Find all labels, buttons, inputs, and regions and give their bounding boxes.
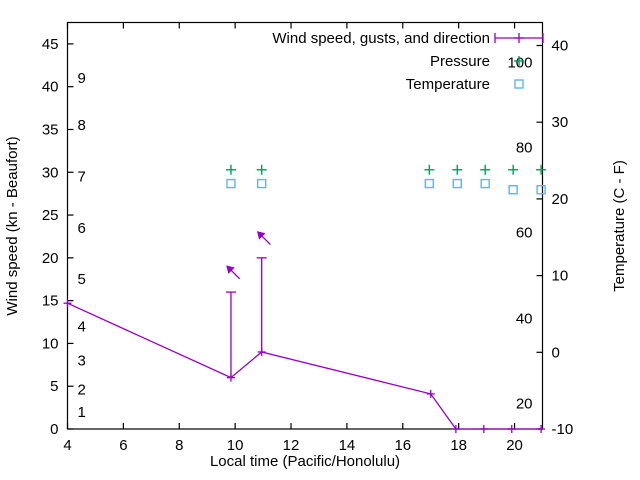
y2-tick-label: 30 (552, 114, 569, 131)
wind-speed-series (63, 231, 546, 433)
pressure-point-marker (256, 164, 267, 175)
legend-item[interactable]: Pressure (430, 53, 524, 70)
fahrenheit-label: 60 (516, 225, 533, 242)
beaufort-label: 2 (78, 382, 86, 399)
pressure-point-marker (424, 164, 435, 175)
pressure-series (225, 164, 547, 175)
gust-error-bar (256, 257, 267, 352)
x-tick-label: 12 (283, 437, 300, 454)
legend-item[interactable]: Wind speed, gusts, and direction (272, 30, 544, 47)
beaufort-scale-labels: 1 2 3 4 5 6 7 8 9 (78, 70, 86, 421)
y-tick-label: 35 (42, 121, 59, 138)
temperature-square-icon (536, 185, 546, 195)
x-tick-label: 8 (175, 437, 183, 454)
beaufort-label: 1 (78, 404, 86, 421)
y-tick-label: 5 (50, 378, 58, 395)
wind-speed-line (67, 302, 542, 430)
y-axis-title: Wind speed (kn - Beaufort) (4, 136, 21, 315)
temperature-square-icon (424, 178, 435, 189)
y2-tick-label: 20 (552, 191, 569, 208)
legend-item[interactable]: Temperature (406, 76, 524, 93)
pressure-point-marker (508, 164, 519, 175)
wind-point-marker (507, 425, 516, 433)
x-tick-label: 16 (394, 437, 411, 454)
wind-point-marker (479, 425, 488, 433)
y-tick-label: 15 (42, 293, 59, 310)
arrow-head (226, 265, 235, 274)
y-tick-label: 10 (42, 335, 59, 352)
y-tick-label: 45 (42, 36, 59, 53)
y2-tick-label: 10 (552, 268, 569, 285)
wind-point-marker (426, 389, 435, 398)
gust-error-bar (225, 291, 236, 378)
legend-label: Temperature (406, 76, 490, 93)
x-tick-label: 14 (339, 437, 356, 454)
temperature-square-icon (508, 185, 518, 195)
beaufort-label: 9 (78, 70, 86, 87)
beaufort-label: 7 (78, 169, 86, 186)
beaufort-label: 8 (78, 117, 86, 134)
fahrenheit-scale-labels: 20 40 60 80 100 (507, 54, 532, 412)
pressure-point-marker (225, 164, 236, 175)
legend-label: Pressure (430, 53, 490, 70)
fahrenheit-label: 20 (516, 396, 533, 413)
square-icon (514, 79, 524, 89)
legend-label: Wind speed, gusts, and direction (272, 30, 490, 47)
y2-tick-label: 40 (552, 38, 569, 55)
x-tick-label: 4 (63, 437, 71, 454)
y2-axis-ticks: -10 0 10 20 30 40 (536, 38, 574, 438)
beaufort-label: 5 (78, 271, 86, 288)
temperature-square-icon (480, 178, 490, 189)
wind-point-marker (537, 425, 546, 433)
wind-point-marker (451, 425, 460, 433)
y-tick-label: 30 (42, 164, 59, 181)
beaufort-label: 3 (78, 353, 86, 370)
beaufort-label: 4 (78, 318, 86, 335)
y-axis-ticks: 0 5 10 15 20 25 30 35 40 45 (42, 36, 74, 438)
temperature-square-icon (256, 178, 267, 189)
y2-axis-title: Temperature (C - F) (611, 160, 628, 292)
y-tick-label: 25 (42, 207, 59, 224)
wind-direction-arrow (257, 231, 271, 246)
x-tick-label: 20 (506, 437, 523, 454)
x-tick-label: 6 (119, 437, 127, 454)
wind-point-marker (63, 299, 72, 308)
fahrenheit-label: 40 (516, 311, 533, 328)
temperature-series (226, 178, 546, 195)
y2-tick-label: -10 (552, 421, 574, 438)
plot-frame (66, 21, 544, 430)
pressure-point-marker (480, 164, 491, 175)
chart-legend: Wind speed, gusts, and direction Pressure… (272, 30, 544, 93)
y-tick-label: 20 (42, 250, 59, 267)
pressure-point-marker (536, 164, 547, 175)
y-tick-label: 0 (50, 421, 58, 438)
fahrenheit-label: 100 (507, 54, 532, 71)
fahrenheit-label: 80 (516, 140, 533, 157)
y2-tick-label: 0 (552, 344, 560, 361)
wind-direction-arrow (226, 265, 241, 280)
x-tick-label: 18 (450, 437, 467, 454)
pressure-point-marker (452, 164, 463, 175)
x-tick-label: 10 (227, 437, 244, 454)
beaufort-label: 6 (78, 220, 86, 237)
arrow-head (257, 231, 266, 240)
temperature-square-icon (452, 178, 462, 189)
x-axis-title: Local time (Pacific/Honolulu) (210, 453, 400, 470)
temperature-square-icon (226, 178, 236, 189)
y-tick-label: 40 (42, 79, 59, 96)
x-axis-ticks: 4 6 8 10 12 14 16 18 20 (63, 22, 523, 454)
